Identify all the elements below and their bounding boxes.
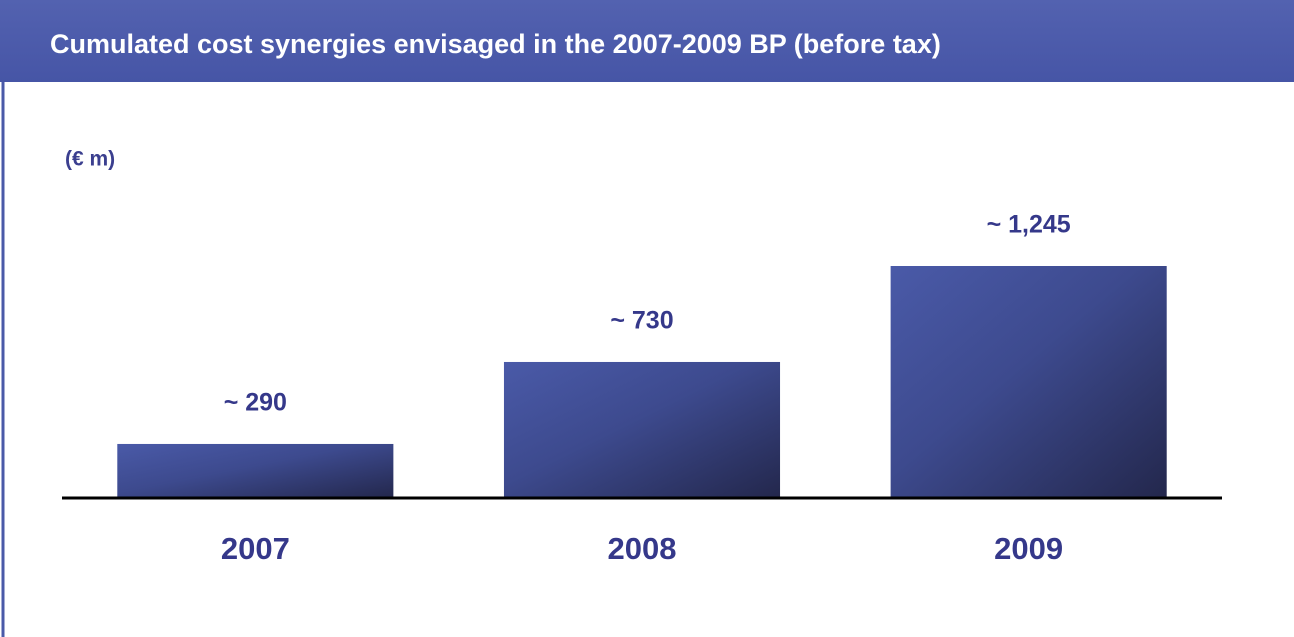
value-label: ~ 730 — [610, 307, 673, 335]
value-label: ~ 290 — [224, 389, 287, 417]
x-tick-label: 2009 — [994, 531, 1063, 566]
header-band — [0, 0, 1294, 82]
x-tick-label: 2008 — [608, 531, 677, 566]
bar — [890, 266, 1167, 498]
x-tick-label: 2007 — [221, 531, 290, 566]
bar — [117, 443, 394, 498]
unit-label: (€ m) — [65, 148, 115, 171]
value-label: ~ 1,245 — [987, 211, 1071, 239]
bar — [503, 361, 781, 498]
chart-title: Cumulated cost synergies envisaged in th… — [50, 29, 941, 59]
